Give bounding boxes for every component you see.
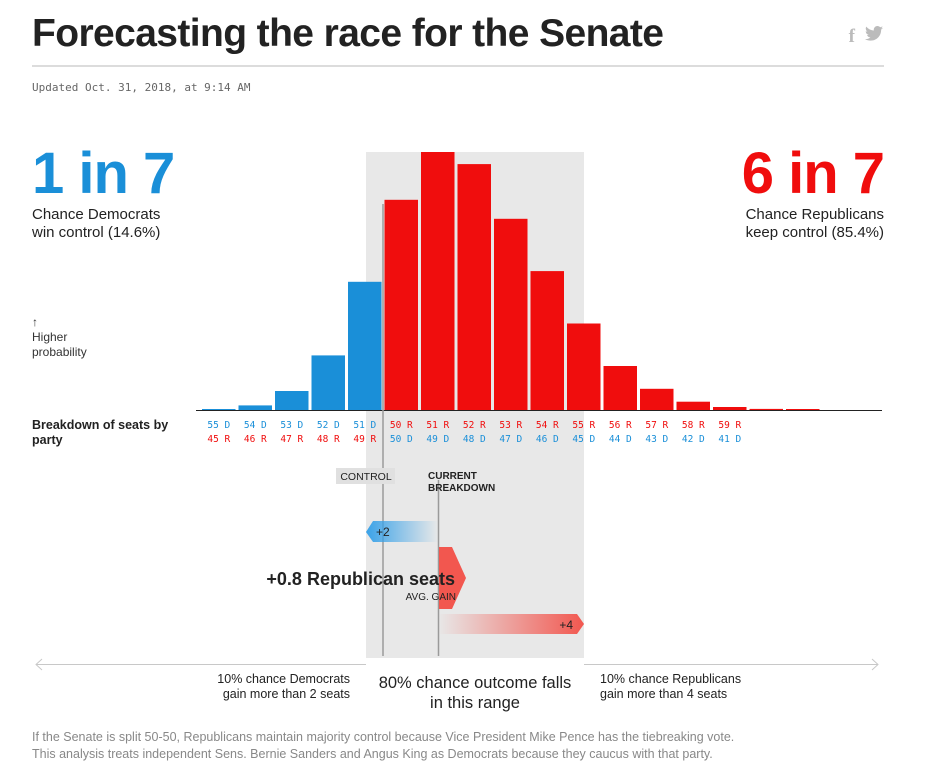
tick-label-top: 55 D (207, 420, 230, 431)
share-buttons: f (849, 26, 883, 48)
rep-caption-line2: keep control (85.4%) (745, 224, 884, 241)
probability-note-line1: Higher (32, 330, 68, 344)
tick-label-top: 51 D (353, 420, 376, 431)
dem-caption-line1: Chance Democrats (32, 206, 161, 223)
bar-51R-49D (421, 152, 455, 410)
bar-55R-45D (567, 323, 601, 410)
bar-51D-49R (348, 281, 382, 410)
tick-label-bottom: 41 D (718, 434, 741, 445)
range-mid-line1: 80% chance outcome falls (378, 674, 572, 692)
tick-label-bottom: 47 R (280, 434, 303, 445)
updated-timestamp: Updated Oct. 31, 2018, at 9:14 AM (32, 81, 251, 94)
avg-gain-sublabel: AVG. GAIN (406, 592, 456, 603)
tick-label-bottom: 46 D (536, 434, 559, 445)
tick-label-bottom: 43 D (645, 434, 668, 445)
dem-range-arrow (366, 521, 438, 542)
tick-label-top: 57 R (645, 420, 668, 431)
tick-label-top: 59 R (718, 420, 741, 431)
dem-range-label: +2 (376, 525, 390, 539)
dem-caption: Chance Democrats win control (14.6%) (32, 206, 160, 242)
range-axis-left-arrowhead (35, 658, 43, 671)
probability-axis-note: ↑ Higher probability (32, 315, 87, 360)
avg-gain-arrow (439, 547, 466, 609)
bar-57R-43D (640, 388, 674, 410)
tick-label-bottom: 48 R (317, 434, 340, 445)
footnote-line1: If the Senate is split 50-50, Republican… (32, 730, 735, 744)
bar-59R-41D (713, 407, 747, 410)
dem-odds: 1 in 7 (32, 141, 175, 206)
tick-label-bottom: 48 D (463, 434, 486, 445)
control-label: CONTROL (340, 471, 391, 483)
rep-caption-line1: Chance Republicans (745, 206, 884, 223)
tick-label-bottom: 49 D (426, 434, 449, 445)
bar-53R-47D (494, 218, 528, 410)
up-arrow-icon: ↑ (32, 315, 38, 329)
tick-label-bottom: 45 D (572, 434, 595, 445)
dem-caption-line2: win control (14.6%) (32, 224, 161, 241)
tick-label-top: 51 R (426, 420, 449, 431)
range-mid-line2: in this range (430, 694, 520, 712)
breakdown-label-line2: party (32, 433, 63, 447)
tick-label-top: 58 R (682, 420, 705, 431)
tick-label-bottom: 47 D (499, 434, 522, 445)
twitter-icon[interactable] (865, 26, 883, 48)
facebook-icon[interactable]: f (848, 26, 855, 47)
breakdown-label: Breakdown of seats by party (32, 418, 192, 448)
tick-label-top: 55 R (572, 420, 595, 431)
range-middle-note: 80% chance outcome falls in this range (366, 673, 584, 713)
current-label-line1: CURRENT (428, 471, 477, 482)
tick-label-bottom: 50 D (390, 434, 413, 445)
breakdown-label-line1: Breakdown of seats by (32, 418, 169, 432)
page-title: Forecasting the race for the Senate (32, 12, 664, 55)
tick-label-bottom: 46 R (244, 434, 267, 445)
tick-label-top: 56 R (609, 420, 632, 431)
range-right-note: 10% chance Republicans gain more than 4 … (600, 672, 800, 702)
rep-range-arrow (438, 614, 584, 634)
range-right-line2: gain more than 4 seats (600, 687, 728, 701)
bar-53D-47R (275, 391, 309, 410)
bar-50R-50D (384, 199, 418, 410)
bar-61R-39D (786, 409, 820, 410)
range-right-line1: 10% chance Republicans (600, 672, 742, 686)
bar-55D-45R (202, 409, 236, 410)
tick-label-top: 52 R (463, 420, 486, 431)
bar-60R-40D (749, 408, 783, 410)
avg-gain-label: +0.8 Republican seats (266, 569, 455, 589)
rep-odds: 6 in 7 (741, 141, 885, 206)
tick-label-top: 54 D (244, 420, 267, 431)
current-label-line2: BREAKDOWN (428, 483, 495, 494)
bar-52R-48D (457, 164, 491, 410)
tick-label-top: 54 R (536, 420, 559, 431)
bar-52D-48R (311, 355, 345, 410)
range-left-line1: 10% chance Democrats (217, 672, 350, 686)
footnote: If the Senate is split 50-50, Republican… (32, 729, 892, 763)
bar-54R-46D (530, 271, 564, 410)
range-axis-right-arrowhead (871, 658, 879, 671)
title-divider (32, 65, 884, 67)
tick-label-top: 50 R (390, 420, 413, 431)
tick-label-top: 53 D (280, 420, 303, 431)
probability-note-line2: probability (32, 345, 87, 359)
bar-54D-46R (238, 405, 272, 410)
tick-label-bottom: 44 D (609, 434, 632, 445)
bar-58R-42D (676, 401, 710, 410)
range-left-note: 10% chance Democrats gain more than 2 se… (190, 672, 350, 702)
tick-label-bottom: 49 R (353, 434, 376, 445)
control-label-bg (336, 468, 395, 484)
bar-56R-44D (603, 366, 637, 410)
rep-range-label: +4 (559, 618, 573, 632)
tick-label-bottom: 45 R (207, 434, 230, 445)
tick-label-top: 53 R (499, 420, 522, 431)
tick-label-bottom: 42 D (682, 434, 705, 445)
range-left-line2: gain more than 2 seats (222, 687, 350, 701)
rep-caption: Chance Republicans keep control (85.4%) (746, 206, 884, 242)
tick-label-top: 52 D (317, 420, 340, 431)
footnote-line2: This analysis treats independent Sens. B… (32, 747, 713, 761)
